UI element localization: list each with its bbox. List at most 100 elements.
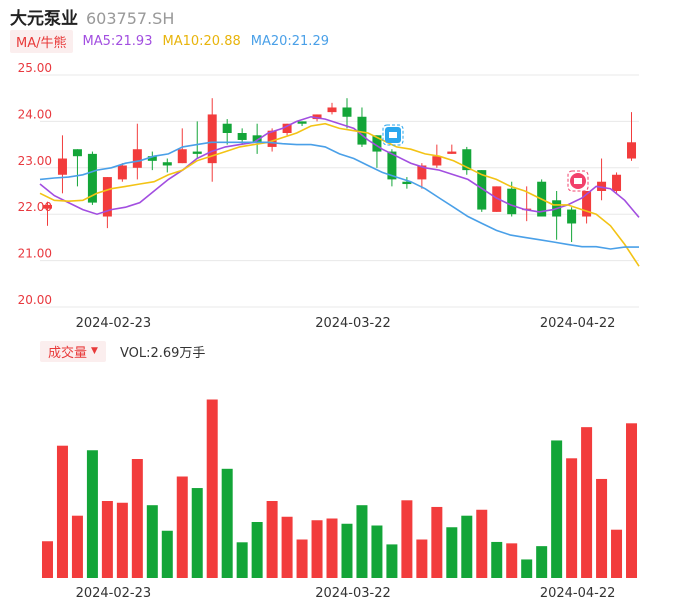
volume-bar [146,505,158,578]
candle [327,102,337,115]
candle-body [237,133,247,140]
ma20-line [39,141,639,250]
ma5-label: MA5:21.93 [82,33,153,49]
candle-body [102,177,112,217]
volume-bar [296,539,308,578]
candle-body [462,149,472,171]
candle [372,135,382,168]
volume-bar [416,539,428,578]
candle-body [447,151,457,154]
candle [627,112,637,161]
volume-tag-label: 成交量 [48,345,88,361]
candle [207,98,217,182]
ma20-label: MA20:21.29 [250,33,329,49]
candle [222,119,232,145]
candle-body [72,149,82,157]
volume-bar [371,525,383,578]
volume-bar [596,478,608,578]
x-tick-label: 2024-02-23 [76,316,152,331]
volume-bar [341,523,353,578]
volume-bar [521,559,533,578]
candle [477,170,487,212]
candle-body [492,186,502,212]
volume-bar [491,541,503,578]
candle [342,98,352,129]
candle-body [342,107,352,117]
y-tick-label: 21.00 [18,247,52,261]
candle-body [252,135,262,143]
candle-body [297,121,307,124]
candle [387,149,397,187]
candle-body [582,191,592,217]
signal-markers [382,124,589,192]
candle [612,172,622,194]
volume-bar [401,500,413,578]
candle [72,149,82,187]
volume-bar [221,468,233,578]
ma-indicator-selector[interactable]: MA/牛熊 [10,29,73,53]
sell-signal-icon [567,170,589,192]
volume-bar [161,530,173,578]
candlesticks [42,98,637,243]
volume-bar [566,458,578,578]
volume-bar [41,541,53,578]
date-x-axis: 2024-02-23 2024-03-22 2024-04-22 [76,316,616,331]
candle-body [177,149,187,164]
price-y-axis: 25.00 24.00 23.00 22.00 21.00 20.00 [18,61,52,307]
candle [582,191,592,224]
ma5-line [39,115,640,218]
ma10-line [39,122,640,267]
candle [357,107,367,147]
candle-body [147,156,157,161]
price-grid [40,74,639,308]
x-tick-label: 2024-04-22 [540,316,616,331]
candle-body [207,114,217,164]
candle-body [87,153,97,203]
candle-body [612,174,622,191]
buy-signal-icon [382,124,404,146]
volume-bar [536,546,548,578]
candle [117,163,127,182]
volume-legend: 成交量 ▼ VOL:2.69万手 [40,340,205,362]
volume-bar [281,516,293,578]
y-tick-label: 24.00 [18,107,52,121]
volume-bar [131,459,143,578]
x-tick-label: 2024-03-22 [315,316,391,331]
volume-bar [506,543,518,578]
volume-bars [41,399,638,578]
candle [252,123,262,154]
volume-bar [461,515,473,578]
candle-body [57,158,67,175]
candle [132,123,142,180]
candle-body [372,135,382,152]
candle-body [417,165,427,180]
candle [162,158,172,173]
volume-bar [206,399,218,578]
volume-bar [446,527,458,578]
volume-bar [311,520,323,578]
candle-body [42,204,52,209]
y-tick-label: 25.00 [18,61,52,75]
candle [102,177,112,229]
volume-bar [191,488,203,578]
y-tick-label: 23.00 [18,154,52,168]
volume-bar [101,501,113,578]
ma-legend: MA/牛熊 MA5:21.93 MA10:20.88 MA20:21.29 [10,29,329,53]
candle [462,146,472,175]
candle-body [567,209,577,224]
volume-bar [386,544,398,578]
candle [57,135,67,194]
caret-down-icon: ▼ [91,346,98,356]
candle [597,158,607,201]
volume-indicator-selector[interactable]: 成交量 ▼ [40,340,106,362]
moving-average-lines [39,115,640,267]
stock-name: 大元泵业 [10,9,78,29]
volume-bar [56,445,68,578]
volume-bar [611,529,623,578]
candle-body [132,149,142,168]
y-tick-label: 22.00 [18,200,52,214]
candle [42,201,52,226]
candle-body [357,116,367,145]
volume-bar [176,476,188,578]
